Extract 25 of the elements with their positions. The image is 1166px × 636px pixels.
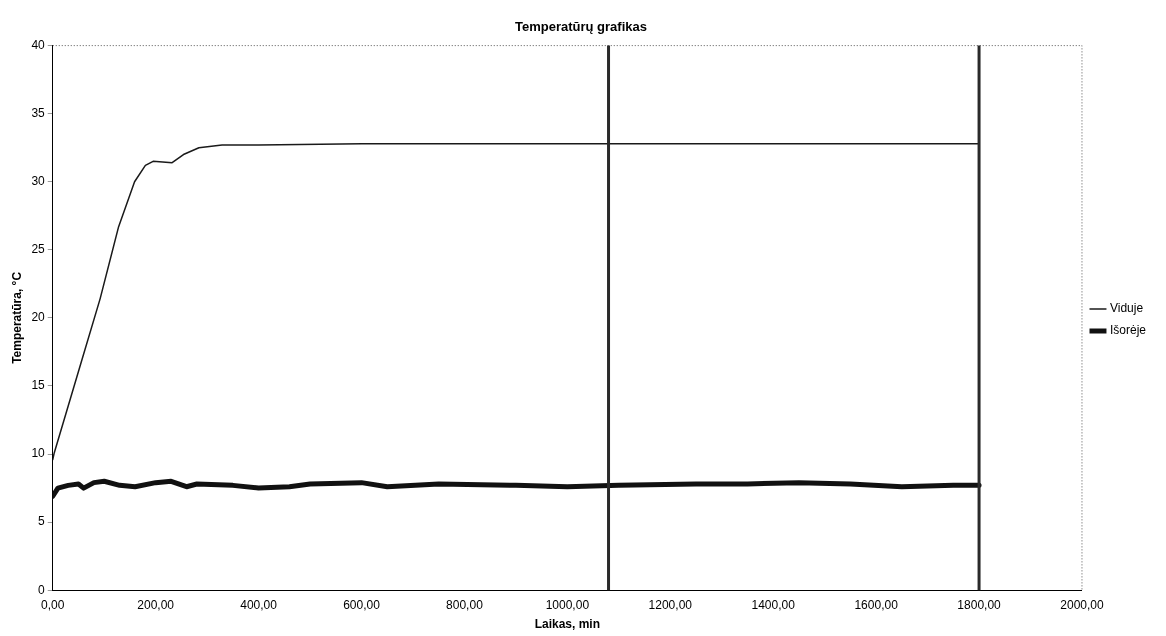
x-axis-title: Laikas, min — [534, 617, 601, 632]
y-tick-label: 20 — [31, 310, 46, 325]
y-tick-label: 15 — [31, 378, 46, 393]
x-tick-label: 1400,00 — [751, 597, 796, 612]
legend-label: Išorėje — [1109, 323, 1147, 338]
y-axis-title: Temperatūra, °C — [9, 271, 24, 364]
x-tick-label: 0,00 — [41, 597, 65, 612]
chart-title: Temperatūrų grafikas — [515, 19, 647, 35]
x-tick-label: 2000,00 — [1060, 597, 1104, 612]
x-tick-label: 1800,00 — [957, 597, 1002, 612]
y-tick-label: 25 — [31, 242, 46, 257]
legend-label: Viduje — [1109, 301, 1144, 316]
y-tick-label: 35 — [31, 105, 46, 120]
x-tick-label: 1200,00 — [648, 597, 693, 612]
y-tick-label: 0 — [38, 582, 46, 597]
y-tick-label: 10 — [31, 446, 46, 461]
y-tick-label: 40 — [31, 37, 46, 52]
y-tick-label: 30 — [31, 174, 46, 189]
x-tick-label: 1600,00 — [854, 597, 899, 612]
x-tick-label: 800,00 — [446, 597, 484, 612]
x-tick-label: 1000,00 — [545, 597, 590, 612]
y-tick-label: 5 — [38, 514, 46, 529]
x-tick-label: 600,00 — [343, 597, 381, 612]
x-tick-label: 200,00 — [137, 597, 175, 612]
x-tick-label: 400,00 — [240, 597, 278, 612]
